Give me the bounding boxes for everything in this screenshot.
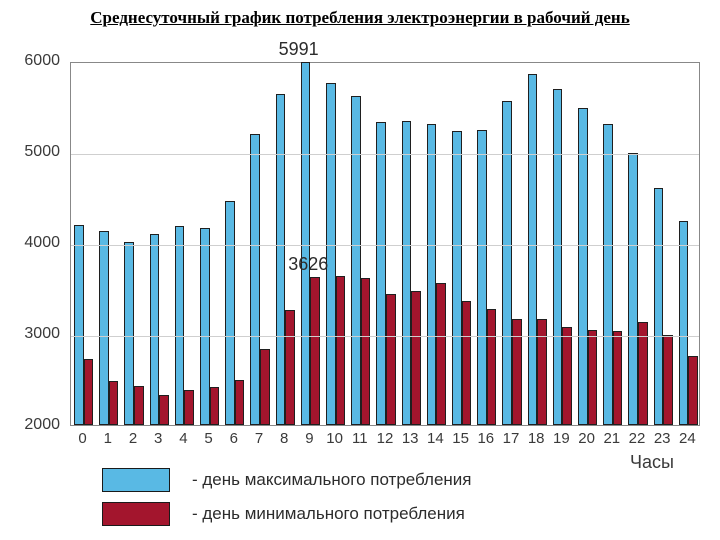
bar-min [688,356,698,425]
bar-min [462,301,472,425]
bar-max [200,228,210,425]
bar-max [376,122,386,425]
bar-min [487,309,497,425]
y-tick-label: 2000 [0,416,60,434]
x-tick-label: 10 [322,430,347,447]
x-tick-label: 13 [398,430,423,447]
x-tick-label: 0 [70,430,95,447]
x-tick-label: 22 [624,430,649,447]
bar-max [74,225,84,425]
bar-min [638,322,648,425]
legend-row-min: - день минимального потребления [102,502,465,526]
x-tick-label: 3 [146,430,171,447]
bar-min [663,335,673,425]
bar-min [562,327,572,425]
legend-swatch-min [102,502,170,526]
bar-max [175,226,185,425]
x-tick-label: 2 [120,430,145,447]
bar-min [134,386,144,425]
bar-min [310,277,320,425]
x-tick-label: 4 [171,430,196,447]
bar-max [679,221,689,425]
bar-min [84,359,94,425]
x-tick-label: 21 [599,430,624,447]
grid-line [71,154,699,155]
x-tick-label: 15 [448,430,473,447]
x-tick-label: 7 [246,430,271,447]
value-callout: 3626 [288,254,328,275]
legend-swatch-max [102,468,170,492]
bar-min [285,310,295,425]
bars-layer [71,63,699,425]
bar-min [109,381,119,425]
bar-max [528,74,538,425]
bar-max [402,121,412,425]
bar-min [361,278,371,425]
x-tick-label: 12 [372,430,397,447]
x-tick-label: 6 [221,430,246,447]
x-tick-label: 24 [675,430,700,447]
x-tick-label: 5 [196,430,221,447]
y-tick-label: 3000 [0,325,60,343]
legend-label-max: - день максимального потребления [192,470,472,490]
x-tick-label: 8 [272,430,297,447]
legend-row-max: - день максимального потребления [102,468,472,492]
bar-max [99,231,109,425]
bar-max [276,94,286,425]
x-tick-label: 18 [524,430,549,447]
grid-line [71,245,699,246]
bar-max [124,242,134,425]
bar-max [351,96,361,425]
x-tick-label: 19 [549,430,574,447]
y-tick-label: 5000 [0,143,60,161]
bar-min [613,331,623,425]
x-tick-label: 11 [347,430,372,447]
bar-min [260,349,270,425]
bar-min [588,330,598,425]
chart-plot-area [70,62,700,426]
x-tick-label: 17 [498,430,523,447]
bar-min [411,291,421,425]
bar-max [301,62,311,425]
bar-max [452,131,462,425]
page: { "title": "Среднесуточный график потреб… [0,0,720,540]
legend-label-min: - день минимального потребления [192,504,465,524]
bar-min [210,387,220,425]
bar-max [553,89,563,425]
bar-max [502,101,512,425]
x-tick-label: 16 [473,430,498,447]
x-tick-label: 20 [574,430,599,447]
y-tick-label: 4000 [0,234,60,252]
x-tick-label: 14 [423,430,448,447]
bar-min [159,395,169,425]
x-tick-label: 9 [297,430,322,447]
bar-max [427,124,437,425]
value-callout: 5991 [279,39,319,60]
bar-max [603,124,613,425]
bar-max [150,234,160,425]
bar-max [250,134,260,425]
bar-min [184,390,194,425]
bar-max [628,153,638,425]
bar-max [578,108,588,425]
bar-min [336,276,346,425]
bar-max [654,188,664,426]
x-tick-label: 1 [95,430,120,447]
bar-min [512,319,522,425]
x-axis-label: Часы [630,452,674,473]
bar-min [537,319,547,425]
bar-min [386,294,396,425]
x-tick-label: 23 [650,430,675,447]
grid-line [71,336,699,337]
bar-min [235,380,245,426]
bar-max [477,130,487,425]
y-tick-label: 6000 [0,52,60,70]
chart-title: Среднесуточный график потребления электр… [0,8,720,28]
bar-min [436,283,446,425]
bar-max [225,201,235,425]
